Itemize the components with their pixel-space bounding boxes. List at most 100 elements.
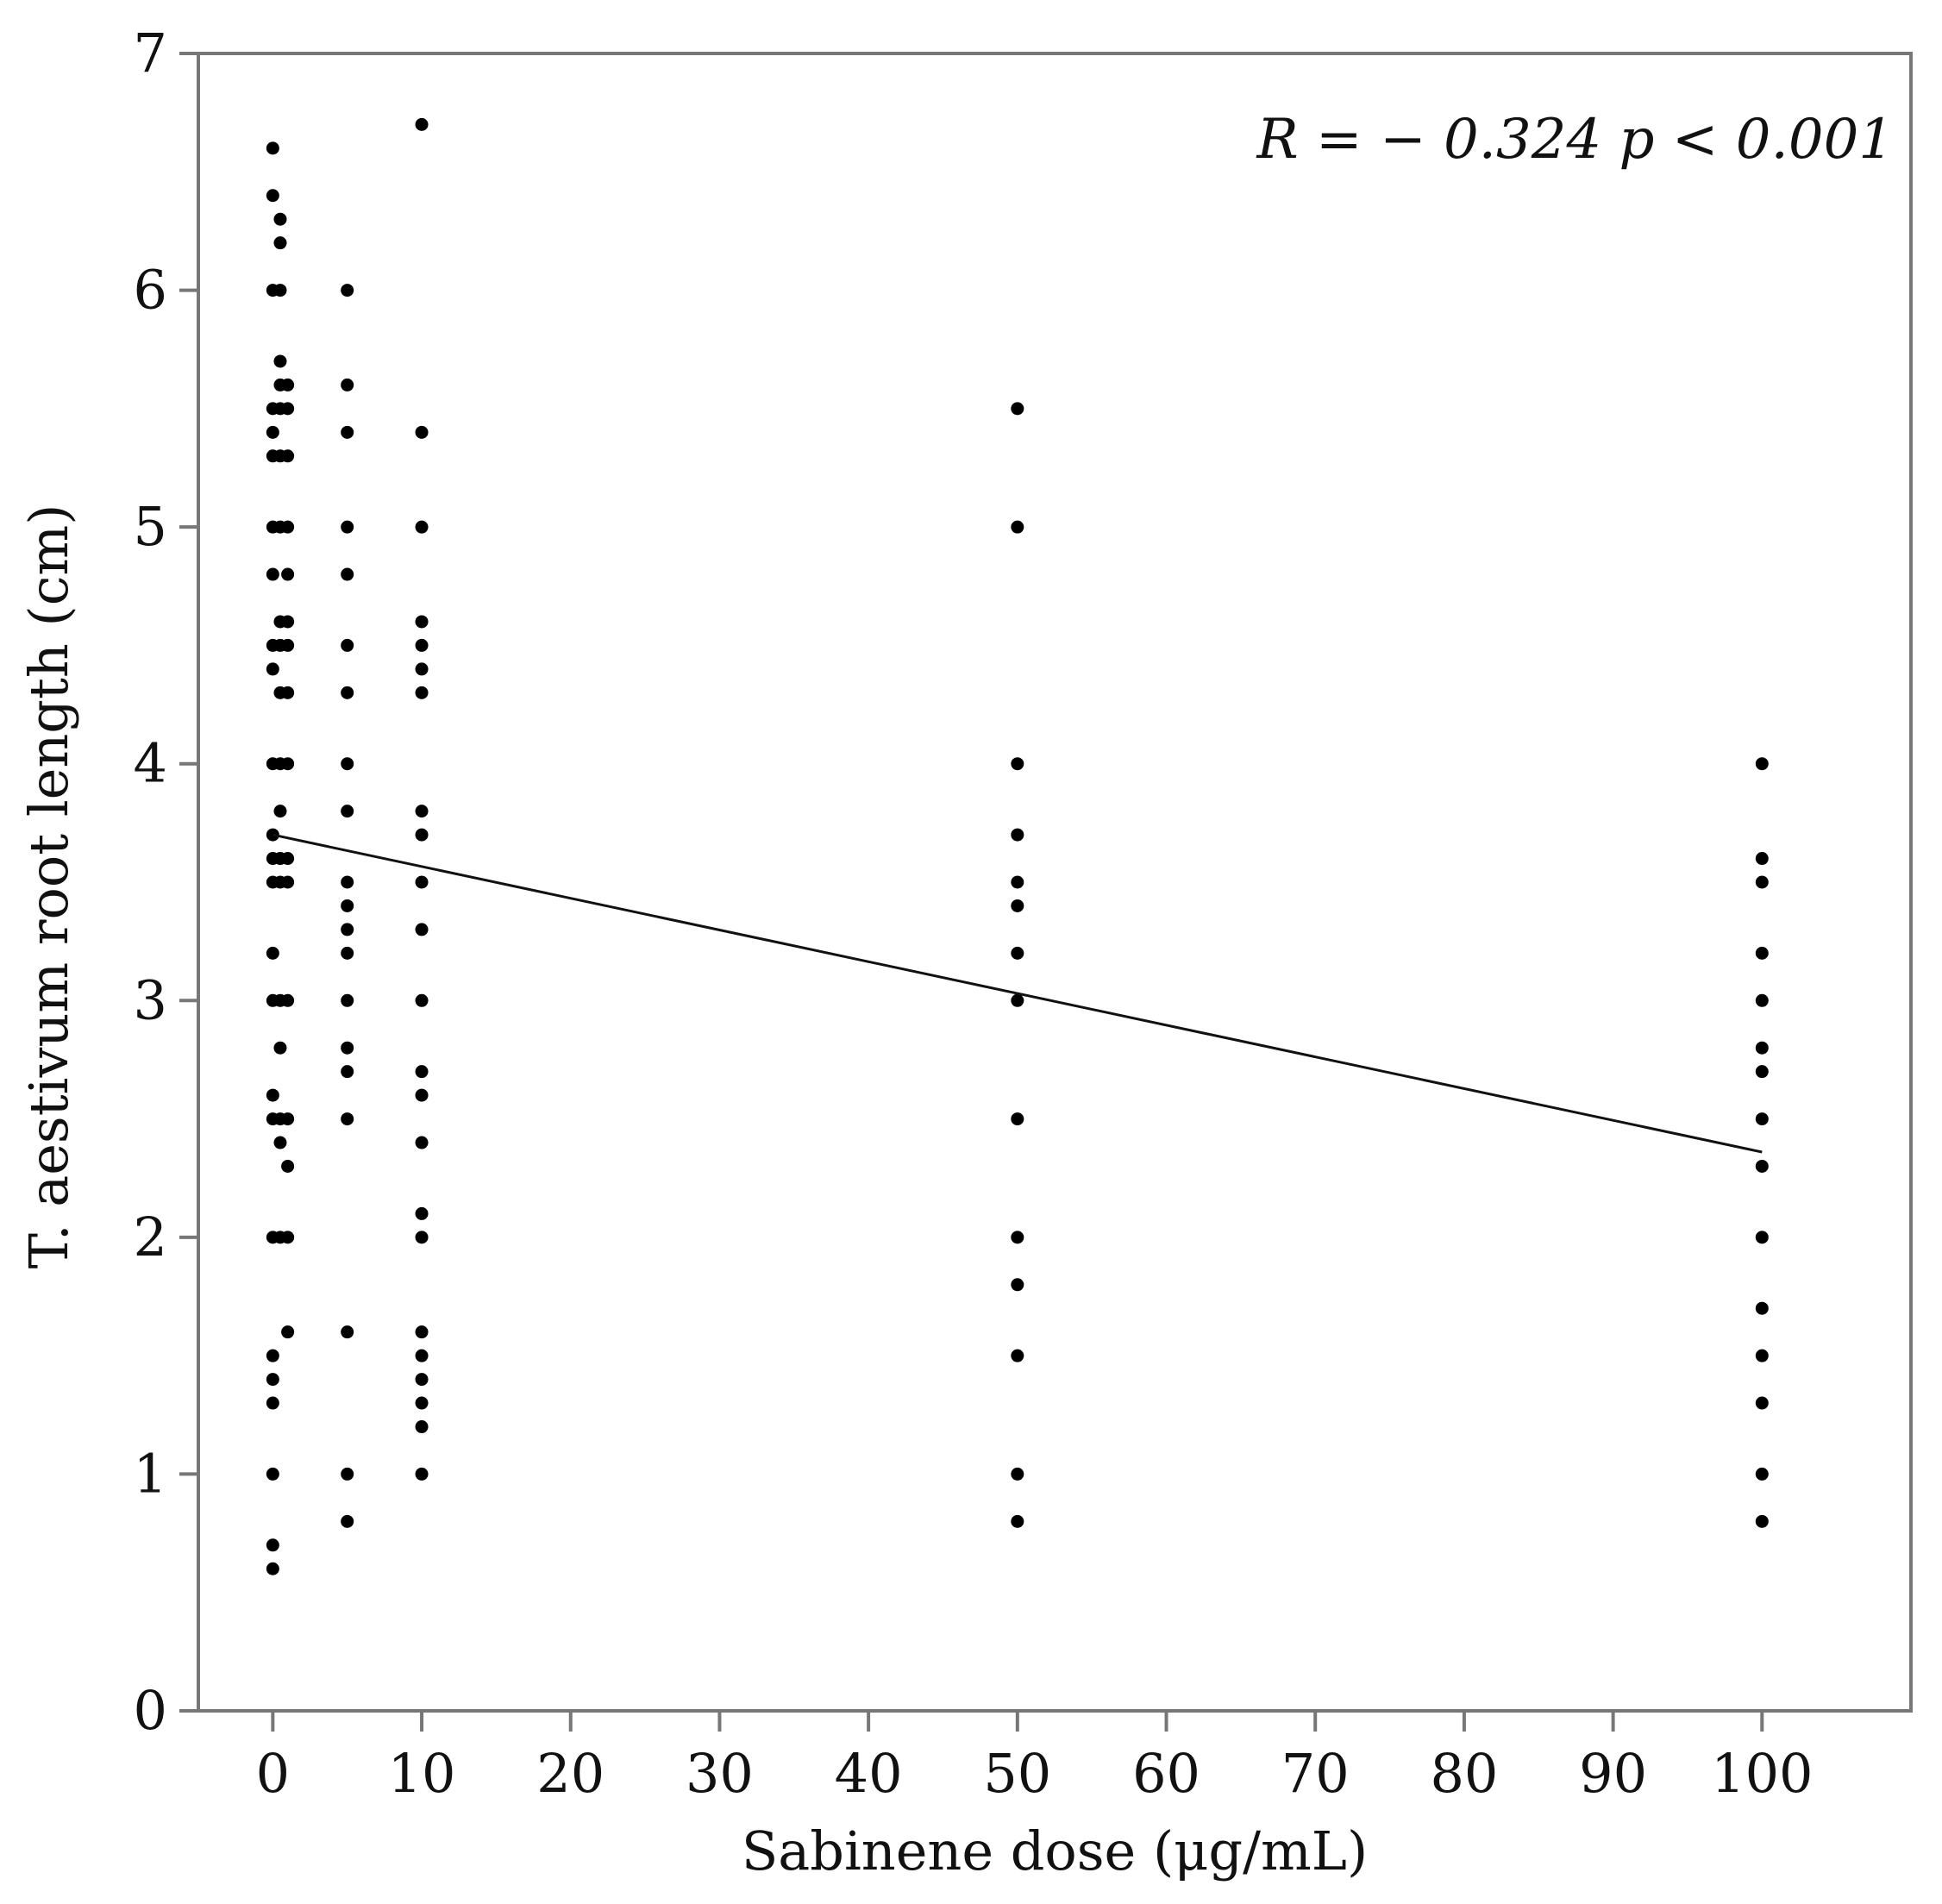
data-point (273, 284, 287, 298)
data-point (1011, 899, 1024, 912)
data-point (415, 1136, 429, 1149)
data-point (1011, 757, 1024, 771)
x-tick-label: 20 (536, 1742, 605, 1805)
data-point (1011, 1514, 1024, 1528)
data-point (281, 378, 295, 391)
data-point (1755, 1514, 1769, 1528)
data-point (415, 828, 429, 842)
data-point (273, 1136, 287, 1149)
data-point (281, 402, 295, 416)
data-point (266, 1562, 279, 1575)
data-point (273, 212, 287, 226)
data-point (341, 686, 354, 699)
x-tick-label: 30 (686, 1742, 754, 1805)
data-point (266, 1538, 279, 1552)
x-axis-title: Sabinene dose (μg/mL) (742, 1819, 1368, 1882)
data-point (266, 662, 279, 676)
data-point (281, 686, 295, 699)
data-point (266, 189, 279, 203)
data-point (281, 1112, 295, 1126)
data-point (341, 567, 354, 581)
data-point (1011, 1278, 1024, 1292)
data-point (281, 520, 295, 534)
data-point (1755, 852, 1769, 866)
regression-line (273, 833, 1763, 1154)
data-point (341, 1065, 354, 1079)
data-point (415, 1325, 429, 1339)
data-point (281, 757, 295, 771)
y-tick-label: 6 (134, 259, 167, 322)
data-point (266, 1396, 279, 1410)
data-point (273, 236, 287, 250)
data-point (281, 615, 295, 629)
data-point (1755, 875, 1769, 889)
data-point (341, 923, 354, 936)
data-point (415, 1206, 429, 1220)
data-point (415, 638, 429, 652)
data-point (341, 378, 354, 391)
plot-frame (197, 52, 1913, 1713)
data-point (341, 1112, 354, 1126)
data-point (1755, 1396, 1769, 1410)
data-point (266, 567, 279, 581)
data-point (273, 354, 287, 368)
data-point (266, 1373, 279, 1387)
data-point (341, 875, 354, 889)
x-axis: 0 10 20 30 40 50 60 70 80 90 100 (256, 1711, 1813, 1805)
data-point (1755, 946, 1769, 960)
data-point (415, 425, 429, 439)
y-tick-label: 1 (134, 1442, 167, 1505)
data-point (415, 1420, 429, 1434)
data-point (1755, 1301, 1769, 1315)
data-point (1755, 1065, 1769, 1079)
data-point (1755, 1159, 1769, 1173)
y-tick-label: 4 (134, 732, 167, 795)
data-point (1755, 1467, 1769, 1481)
data-point (273, 805, 287, 818)
y-tick-label: 2 (134, 1206, 167, 1268)
y-tick-label: 0 (134, 1679, 167, 1742)
y-tick-label: 7 (134, 22, 167, 85)
data-point (281, 852, 295, 866)
x-tick-label: 90 (1579, 1742, 1647, 1805)
data-point (281, 993, 295, 1007)
data-point (281, 1159, 295, 1173)
data-point (266, 1349, 279, 1362)
x-tick-label: 0 (256, 1742, 290, 1805)
data-point (415, 1349, 429, 1362)
data-point (341, 425, 354, 439)
data-point (341, 1325, 354, 1339)
data-point (1755, 1349, 1769, 1362)
data-point (1755, 757, 1769, 771)
data-point (415, 520, 429, 534)
data-point (341, 946, 354, 960)
data-point (1755, 993, 1769, 1007)
data-point (281, 1325, 295, 1339)
data-point (1011, 1231, 1024, 1244)
data-point (341, 899, 354, 912)
data-point (415, 1467, 429, 1481)
data-point (415, 1065, 429, 1079)
data-point (415, 1373, 429, 1387)
x-tick-label: 10 (388, 1742, 456, 1805)
x-tick-label: 40 (835, 1742, 903, 1805)
data-point (281, 567, 295, 581)
y-axis-title: T. aestivum root length (cm) (17, 504, 80, 1269)
x-tick-label: 80 (1430, 1742, 1498, 1805)
data-point (1011, 875, 1024, 889)
x-tick-label: 60 (1132, 1742, 1200, 1805)
data-point (341, 284, 354, 298)
data-point (1011, 993, 1024, 1007)
data-point (1011, 402, 1024, 416)
data-point (281, 875, 295, 889)
data-point (341, 757, 354, 771)
data-point (341, 993, 354, 1007)
y-tick-label: 5 (134, 495, 167, 558)
data-point (1011, 828, 1024, 842)
y-tick-label: 3 (134, 968, 167, 1031)
correlation-annotation: R = − 0.324 p < 0.001 (1256, 108, 1894, 172)
data-point (1011, 946, 1024, 960)
data-point (415, 1396, 429, 1410)
data-point (266, 1088, 279, 1102)
